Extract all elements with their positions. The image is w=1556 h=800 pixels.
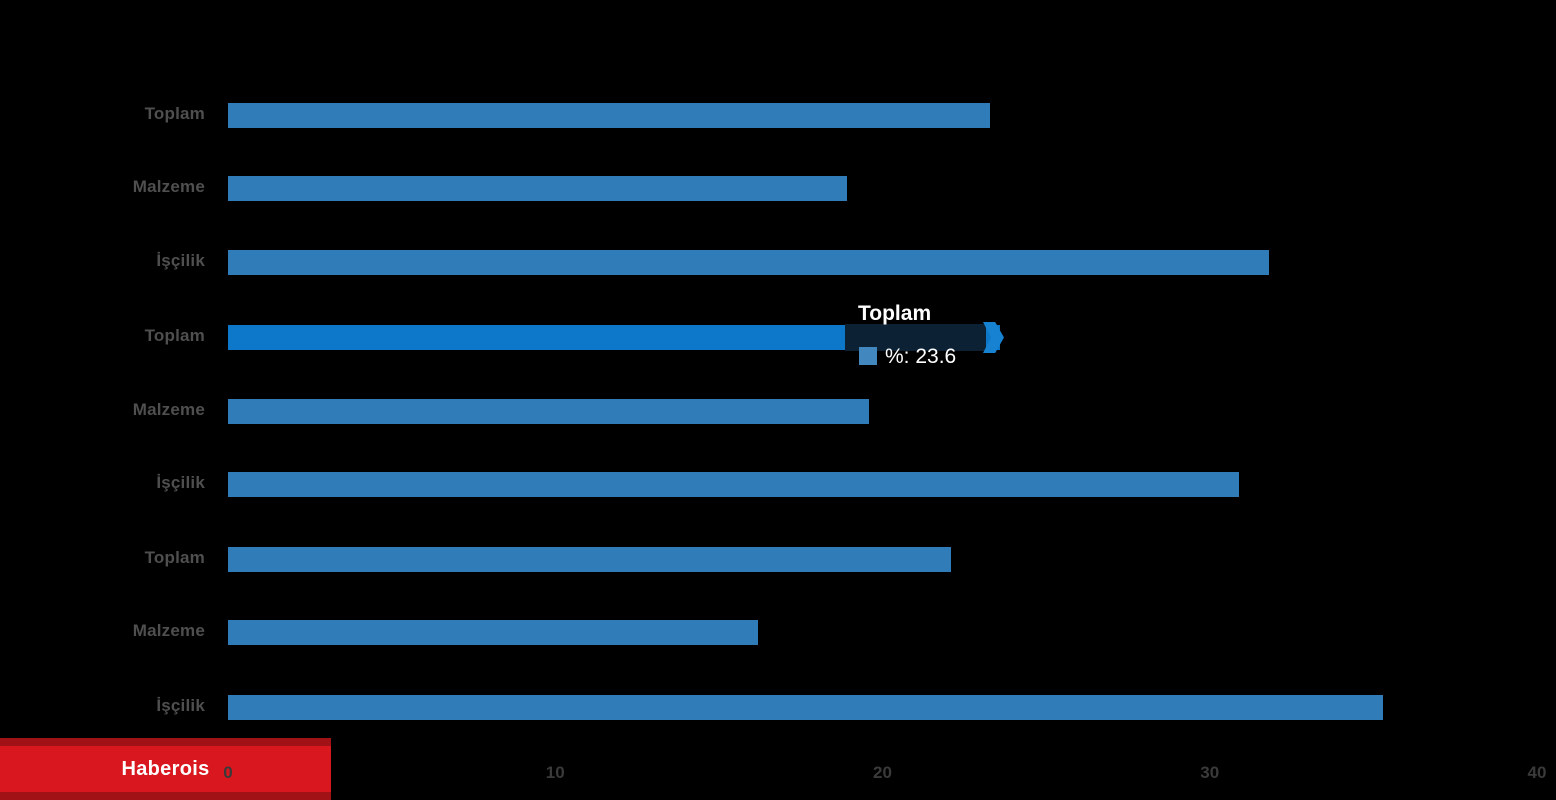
category-label: Toplam bbox=[144, 548, 205, 568]
chart-row: İşçilik bbox=[0, 249, 1556, 275]
category-label: Malzeme bbox=[132, 400, 205, 420]
bar-malzeme-7[interactable] bbox=[228, 619, 758, 645]
chart-row: Toplam bbox=[0, 324, 1556, 350]
chart-row: İşçilik bbox=[0, 694, 1556, 720]
series-swatch-icon bbox=[859, 347, 877, 365]
category-label: Toplam bbox=[144, 104, 205, 124]
bar-malzeme-1[interactable] bbox=[228, 175, 847, 201]
haberois-brand-badge: Haberois bbox=[0, 738, 331, 800]
bar-toplam-0[interactable] bbox=[228, 102, 990, 128]
x-axis-tick-0: 0 bbox=[223, 763, 233, 782]
x-axis-tick-40: 40 bbox=[1527, 763, 1547, 782]
chart-row: Malzeme bbox=[0, 398, 1556, 424]
category-label: İşçilik bbox=[156, 696, 205, 716]
chart-row: Toplam bbox=[0, 546, 1556, 572]
category-label: Malzeme bbox=[132, 621, 205, 641]
tooltip-value: %: 23.6 bbox=[885, 345, 957, 368]
chart-row: İşçilik bbox=[0, 471, 1556, 497]
bar-i̇şçilik-2[interactable] bbox=[228, 249, 1269, 275]
category-label: Malzeme bbox=[132, 177, 205, 197]
chart-row: Malzeme bbox=[0, 175, 1556, 201]
brand-label: Haberois bbox=[121, 757, 210, 780]
category-label: İşçilik bbox=[156, 473, 205, 493]
bar-malzeme-4[interactable] bbox=[228, 398, 869, 424]
bar-i̇şçilik-8[interactable] bbox=[228, 694, 1383, 720]
chart-row: Malzeme bbox=[0, 619, 1556, 645]
chart-row: Toplam bbox=[0, 102, 1556, 128]
cursor-arrow-icon bbox=[983, 322, 1004, 353]
bar-i̇şçilik-5[interactable] bbox=[228, 471, 1239, 497]
x-axis-tick-20: 20 bbox=[873, 763, 892, 782]
x-axis-tick-10: 10 bbox=[545, 763, 565, 782]
category-label: Toplam bbox=[144, 326, 205, 346]
tooltip-title: Toplam bbox=[858, 302, 932, 325]
category-label: İşçilik bbox=[156, 251, 205, 271]
tooltip-highlight-band bbox=[845, 324, 986, 351]
x-axis-tick-30: 30 bbox=[1200, 763, 1220, 782]
bar-toplam-6[interactable] bbox=[228, 546, 951, 572]
